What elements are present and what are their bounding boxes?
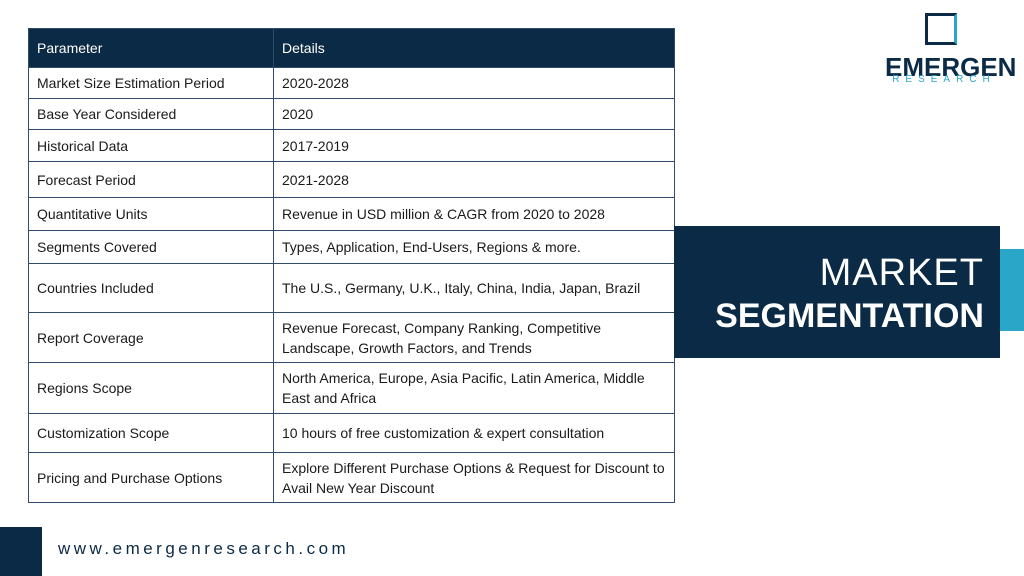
banner-stripe: [1000, 249, 1024, 331]
parameter-cell: Regions Scope: [28, 362, 274, 414]
table-row: Segments Covered Types, Application, End-…: [28, 230, 675, 264]
parameter-cell: Customization Scope: [28, 413, 274, 453]
table-row: Base Year Considered 2020: [28, 98, 675, 130]
parameter-cell: Report Coverage: [28, 312, 274, 363]
details-cell: Revenue in USD million & CAGR from 2020 …: [273, 197, 675, 231]
parameter-cell: Countries Included: [28, 263, 274, 313]
parameter-cell: Forecast Period: [28, 161, 274, 198]
details-cell: 2020: [273, 98, 675, 130]
footer-box: [0, 527, 42, 576]
details-cell: Types, Application, End-Users, Regions &…: [273, 230, 675, 264]
details-cell: 2017-2019: [273, 129, 675, 162]
table-row: Report Coverage Revenue Forecast, Company…: [28, 312, 675, 363]
parameter-cell: Base Year Considered: [28, 98, 274, 130]
table-row: Customization Scope 10 hours of free cust…: [28, 413, 675, 453]
banner-subtitle: SEGMENTATION: [715, 297, 984, 335]
banner: [674, 226, 1000, 358]
table-row: Quantitative Units Revenue in USD million…: [28, 197, 675, 231]
details-cell: The U.S., Germany, U.K., Italy, China, I…: [273, 263, 675, 313]
parameter-cell: Market Size Estimation Period: [28, 67, 274, 99]
parameter-cell: Segments Covered: [28, 230, 274, 264]
table-row: Historical Data 2017-2019: [28, 129, 675, 162]
footer-url: www.emergenresearch.com: [58, 539, 350, 558]
table-row: Regions Scope North America, Europe, Asia…: [28, 362, 675, 414]
details-cell: 10 hours of free customization & expert …: [273, 413, 675, 453]
details-cell: Explore Different Purchase Options & Req…: [273, 452, 675, 503]
details-cell: 2020-2028: [273, 67, 675, 99]
spec-table: Parameter Details Market Size Estimation…: [28, 28, 675, 503]
details-cell: Revenue Forecast, Company Ranking, Compe…: [273, 312, 675, 363]
logo-name: EMERGEN: [885, 52, 1017, 82]
header-row: Parameter Details: [28, 28, 675, 68]
logo-icon: [925, 13, 957, 45]
logo-tagline: RESEARCH: [892, 74, 996, 85]
header-cell: Details: [273, 28, 675, 68]
header-cell: Parameter: [28, 28, 274, 68]
details-cell: 2021-2028: [273, 161, 675, 198]
parameter-cell: Quantitative Units: [28, 197, 274, 231]
table-row: Forecast Period 2021-2028: [28, 161, 675, 198]
table-row: Market Size Estimation Period 2020-2028: [28, 67, 675, 99]
table-row: Pricing and Purchase Options Explore Diff…: [28, 452, 675, 503]
parameter-cell: Historical Data: [28, 129, 274, 162]
parameter-cell: Pricing and Purchase Options: [28, 452, 274, 503]
table-body: Market Size Estimation Period 2020-2028 Ba…: [28, 67, 675, 503]
banner-title: MARKET: [819, 252, 984, 294]
table-row: Countries Included The U.S., Germany, U.K…: [28, 263, 675, 313]
details-cell: North America, Europe, Asia Pacific, Lat…: [273, 362, 675, 414]
